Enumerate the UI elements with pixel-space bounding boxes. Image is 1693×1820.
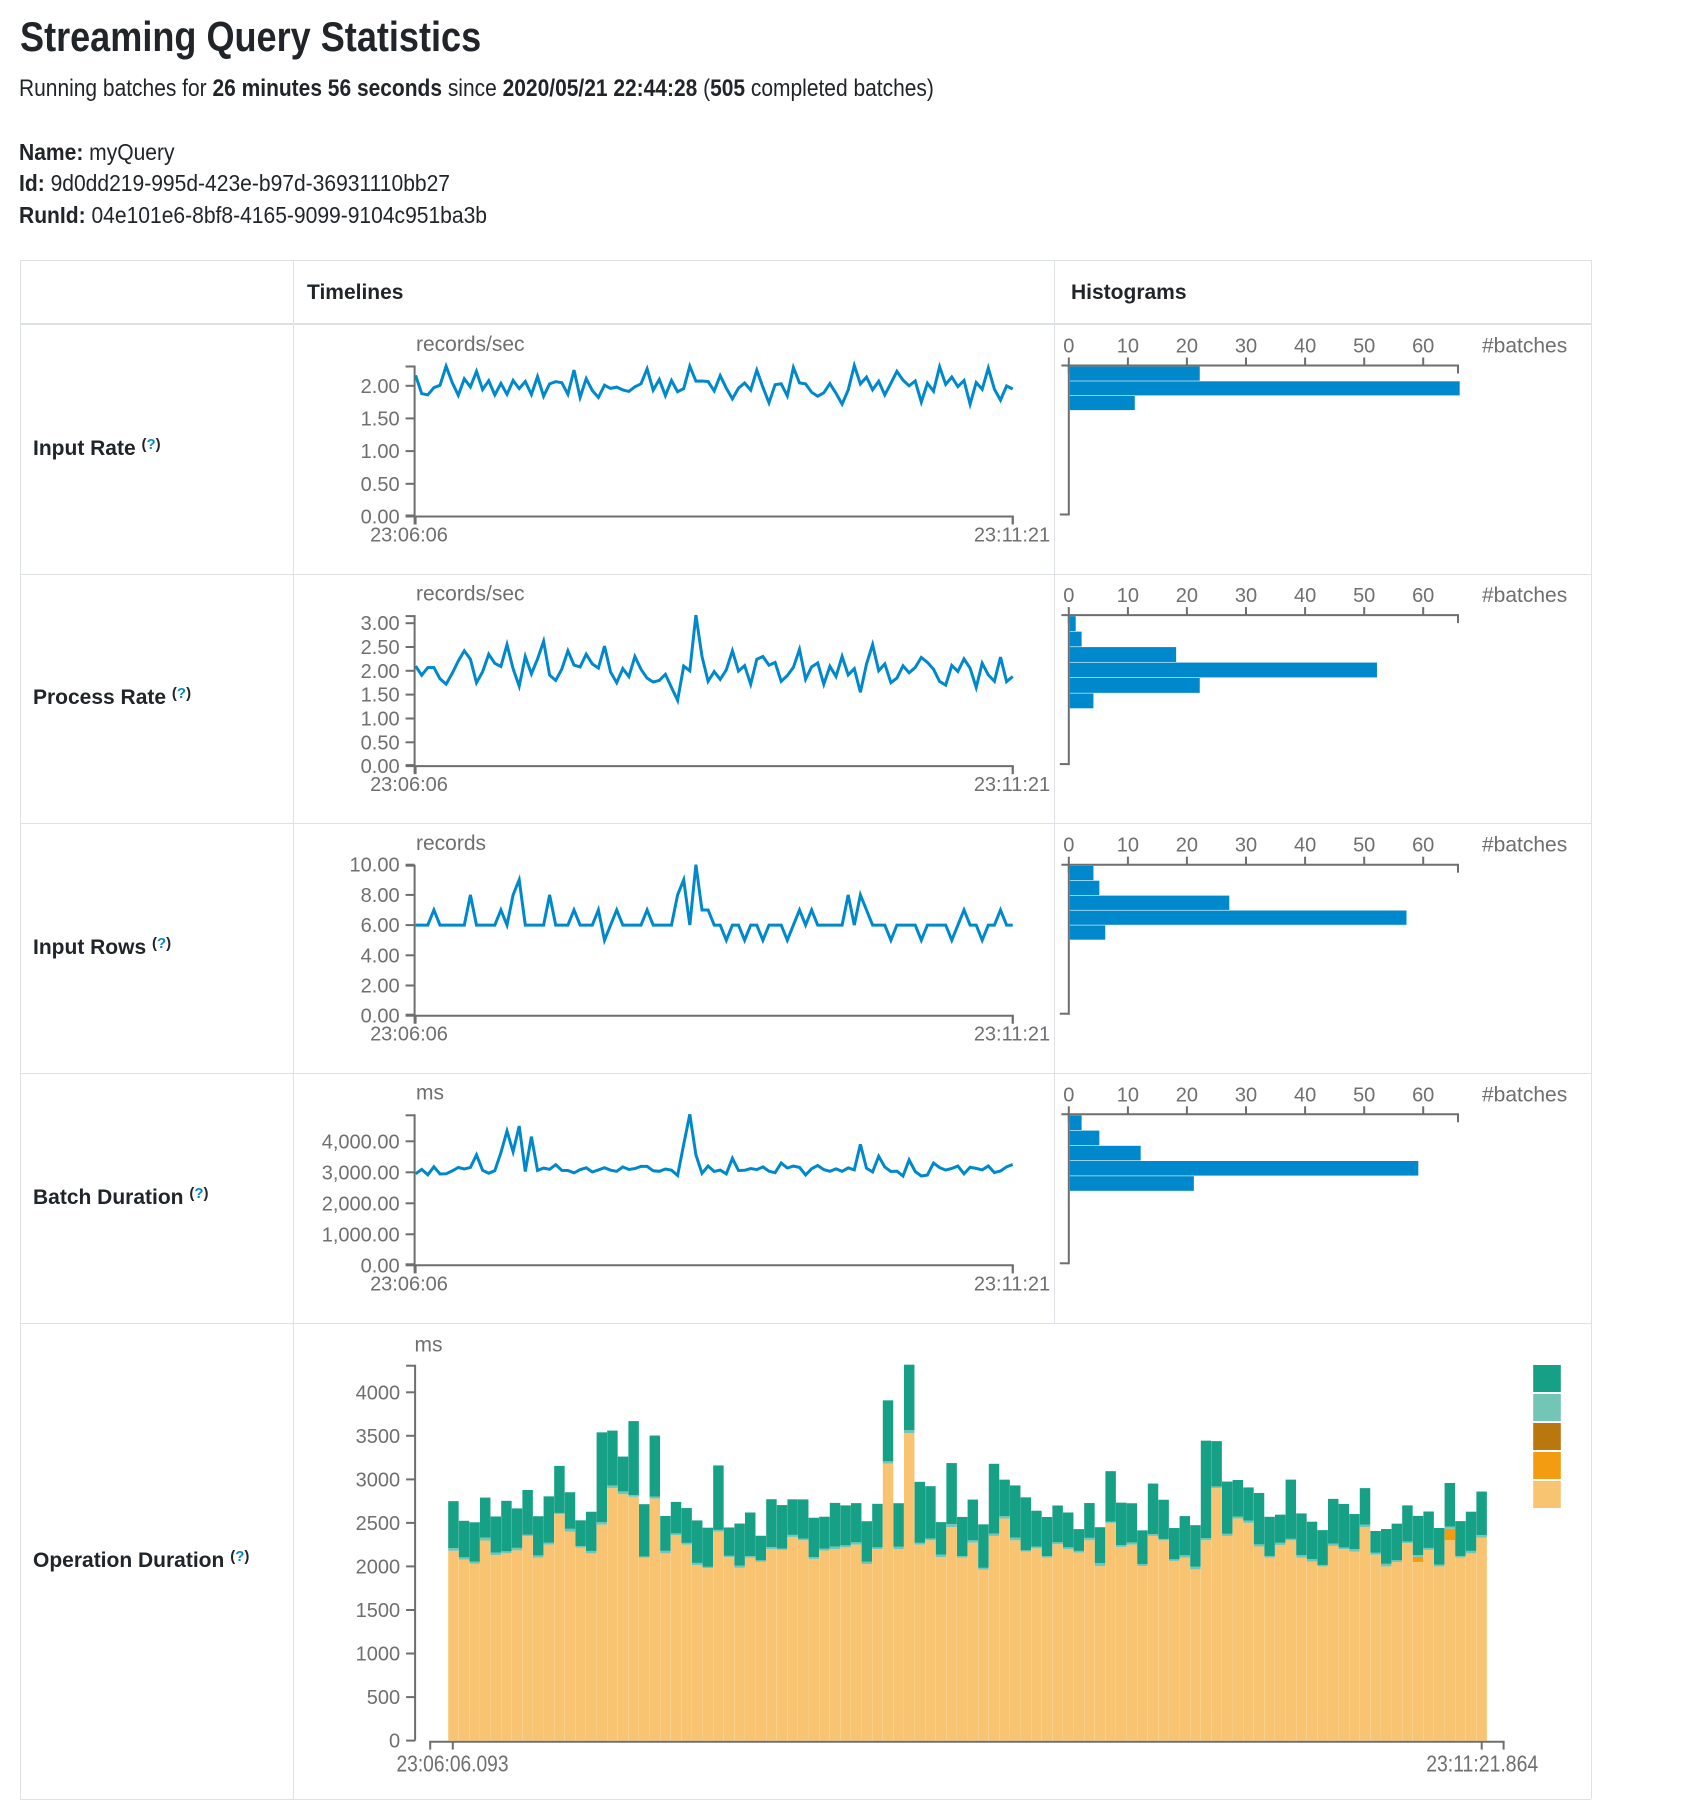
svg-text:23:06:06: 23:06:06 <box>370 774 448 796</box>
svg-text:0.50: 0.50 <box>361 474 400 496</box>
svg-text:500: 500 <box>367 1687 400 1709</box>
svg-text:4,000.00: 4,000.00 <box>322 1131 400 1153</box>
svg-text:10.00: 10.00 <box>350 855 400 877</box>
svg-text:10: 10 <box>1117 1084 1139 1106</box>
svg-text:records/sec: records/sec <box>416 582 525 605</box>
svg-text:60: 60 <box>1412 1084 1434 1106</box>
svg-text:1.00: 1.00 <box>361 441 400 463</box>
svg-text:records: records <box>416 832 486 855</box>
svg-text:20: 20 <box>1176 835 1198 857</box>
svg-text:23:06:06.093: 23:06:06.093 <box>397 1751 509 1777</box>
svg-text:0.00: 0.00 <box>361 1255 400 1277</box>
svg-text:23:06:06: 23:06:06 <box>370 1273 448 1295</box>
svg-text:1,000.00: 1,000.00 <box>322 1224 400 1246</box>
svg-text:23:11:21: 23:11:21 <box>974 774 1050 796</box>
svg-text:2,000.00: 2,000.00 <box>322 1193 400 1215</box>
svg-text:0: 0 <box>1063 835 1074 857</box>
svg-text:ms: ms <box>415 1333 443 1356</box>
svg-text:40: 40 <box>1294 1084 1316 1106</box>
svg-text:1000: 1000 <box>356 1644 401 1666</box>
svg-text:1.00: 1.00 <box>361 709 400 731</box>
svg-text:10: 10 <box>1117 585 1139 607</box>
svg-text:60: 60 <box>1412 336 1434 358</box>
svg-text:records/sec: records/sec <box>416 333 525 356</box>
svg-text:3000: 3000 <box>356 1469 401 1491</box>
svg-text:30: 30 <box>1235 835 1257 857</box>
svg-text:20: 20 <box>1176 336 1198 358</box>
svg-text:2.00: 2.00 <box>361 376 400 398</box>
svg-text:60: 60 <box>1412 585 1434 607</box>
svg-text:0.00: 0.00 <box>361 507 400 529</box>
svg-text:#batches: #batches <box>1482 834 1567 857</box>
svg-text:2.00: 2.00 <box>361 661 400 683</box>
svg-text:60: 60 <box>1412 835 1434 857</box>
svg-text:50: 50 <box>1353 585 1375 607</box>
svg-text:0.50: 0.50 <box>361 732 400 754</box>
svg-text:0: 0 <box>389 1731 400 1753</box>
svg-text:10: 10 <box>1117 835 1139 857</box>
svg-text:10: 10 <box>1117 336 1139 358</box>
svg-text:0: 0 <box>1063 336 1074 358</box>
svg-text:23:06:06: 23:06:06 <box>370 525 448 547</box>
svg-text:40: 40 <box>1294 336 1316 358</box>
svg-text:3500: 3500 <box>356 1426 401 1448</box>
svg-text:23:11:21.864: 23:11:21.864 <box>1426 1751 1538 1777</box>
svg-text:3.00: 3.00 <box>361 613 400 635</box>
svg-text:30: 30 <box>1235 336 1257 358</box>
svg-text:4.00: 4.00 <box>361 945 400 967</box>
svg-text:0.00: 0.00 <box>361 1006 400 1028</box>
svg-text:23:06:06: 23:06:06 <box>370 1024 448 1046</box>
svg-text:30: 30 <box>1235 1084 1257 1106</box>
svg-text:23:11:21: 23:11:21 <box>974 525 1050 547</box>
svg-text:0: 0 <box>1063 1084 1074 1106</box>
svg-text:40: 40 <box>1294 835 1316 857</box>
svg-text:4000: 4000 <box>356 1382 401 1404</box>
svg-text:#batches: #batches <box>1482 335 1567 358</box>
svg-text:30: 30 <box>1235 585 1257 607</box>
svg-text:1.50: 1.50 <box>361 408 400 430</box>
svg-text:23:11:21: 23:11:21 <box>974 1024 1050 1046</box>
svg-text:50: 50 <box>1353 835 1375 857</box>
svg-text:6.00: 6.00 <box>361 915 400 937</box>
svg-text:2.50: 2.50 <box>361 637 400 659</box>
svg-text:#batches: #batches <box>1482 584 1567 607</box>
svg-text:3,000.00: 3,000.00 <box>322 1162 400 1184</box>
svg-text:20: 20 <box>1176 1084 1198 1106</box>
svg-text:#batches: #batches <box>1482 1083 1567 1106</box>
svg-text:2500: 2500 <box>356 1513 401 1535</box>
svg-text:2.00: 2.00 <box>361 976 400 998</box>
svg-text:20: 20 <box>1176 585 1198 607</box>
svg-text:50: 50 <box>1353 336 1375 358</box>
svg-text:2000: 2000 <box>356 1556 401 1578</box>
svg-text:0: 0 <box>1063 585 1074 607</box>
svg-text:1500: 1500 <box>356 1600 401 1622</box>
svg-text:1.50: 1.50 <box>361 685 400 707</box>
svg-text:ms: ms <box>416 1082 444 1105</box>
svg-text:8.00: 8.00 <box>361 885 400 907</box>
svg-text:23:11:21: 23:11:21 <box>974 1273 1050 1295</box>
svg-text:40: 40 <box>1294 585 1316 607</box>
svg-text:50: 50 <box>1353 1084 1375 1106</box>
svg-text:0.00: 0.00 <box>361 756 400 778</box>
